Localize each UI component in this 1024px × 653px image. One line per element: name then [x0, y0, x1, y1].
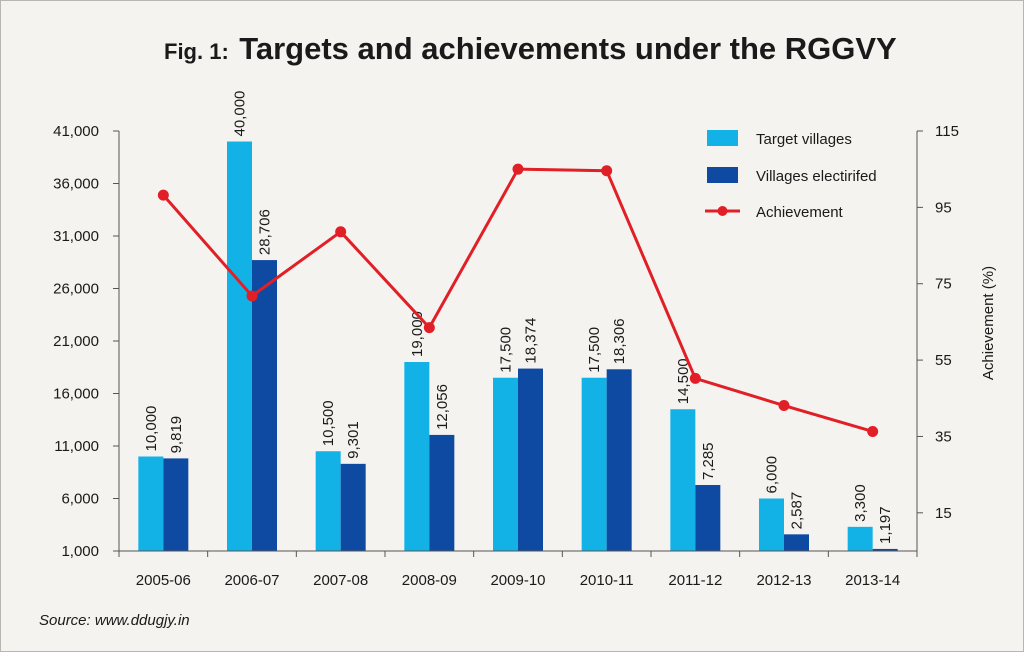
left-tick-label: 31,000: [53, 228, 99, 245]
title-main: Targets and achievements under the RGGVY: [239, 31, 897, 66]
achievement-point: [778, 400, 790, 412]
achievement-line-layer: [157, 163, 879, 437]
data-label-villages-electirifed: 18,374: [523, 318, 540, 364]
right-tick-label: 95: [935, 199, 952, 216]
bar-villages-electirifed: [340, 463, 366, 551]
achievement-point: [157, 189, 169, 201]
legend-marker-achievement: [717, 206, 728, 216]
achievement-point: [601, 165, 613, 177]
achievement-point: [246, 290, 258, 302]
left-tick-label: 6,000: [61, 491, 99, 508]
data-label-villages-electirifed: 18,306: [611, 318, 628, 364]
data-label-villages-electirifed: 1,197: [877, 506, 894, 544]
x-tick-label: 2009-10: [490, 572, 545, 589]
right-tick-label: 15: [935, 505, 952, 522]
legend-label-achievement: Achievement: [756, 204, 844, 221]
left-tick-label: 26,000: [53, 281, 99, 298]
bar-villages-electirifed: [784, 534, 809, 551]
data-label-villages-electirifed: 28,706: [257, 209, 274, 255]
chart-title: Fig. 1: Targets and achievements under t…: [164, 31, 897, 66]
achievement-point: [423, 322, 435, 334]
data-label-villages-electirifed: 9,819: [168, 416, 185, 454]
bars-layer: [138, 141, 898, 551]
x-tick-label: 2007-08: [313, 572, 368, 589]
left-tick-label: 36,000: [53, 176, 99, 193]
data-label-villages-electirifed: 12,056: [434, 384, 451, 430]
data-label-target-villages: 14,500: [675, 358, 692, 404]
left-tick-label: 41,000: [53, 123, 99, 140]
right-tick-label: 35: [935, 428, 952, 445]
data-label-villages-electirifed: 7,285: [700, 442, 717, 480]
data-label-target-villages: 6,000: [764, 456, 781, 494]
legend-swatch-villages-electrified: [707, 167, 738, 183]
x-tick-label: 2005-06: [136, 572, 191, 589]
bar-target-villages: [759, 498, 784, 551]
right-tick-label: 75: [935, 276, 952, 293]
bar-target-villages: [404, 362, 430, 551]
legend: Target villages Villages electirifed Ach…: [705, 130, 877, 221]
legend-label-target-villages: Target villages: [756, 131, 852, 148]
achievement-point: [689, 372, 701, 384]
legend-swatch-target-villages: [707, 130, 738, 146]
left-tick-label: 16,000: [53, 386, 99, 403]
bar-villages-electirifed: [163, 458, 189, 551]
left-tick-label: 21,000: [53, 333, 99, 350]
data-label-target-villages: 10,000: [143, 406, 160, 452]
achievement-point: [335, 226, 347, 238]
bar-villages-electirifed: [695, 485, 721, 551]
data-label-target-villages: 10,500: [320, 400, 337, 446]
bar-target-villages: [138, 456, 164, 551]
bar-villages-electirifed: [872, 548, 898, 551]
bar-villages-electirifed: [429, 434, 455, 551]
bar-target-villages: [670, 409, 696, 551]
x-tick-label: 2010-11: [580, 572, 634, 589]
right-tick-label: 55: [935, 352, 952, 369]
title-prefix: Fig. 1:: [164, 39, 229, 64]
data-label-target-villages: 3,300: [852, 484, 869, 522]
bar-villages-electirifed: [606, 369, 632, 551]
data-label-target-villages: 19,000: [409, 311, 426, 357]
bar-target-villages: [315, 451, 341, 551]
x-tick-label: 2006-07: [224, 572, 279, 589]
achievement-point: [512, 163, 524, 175]
left-tick-label: 1,000: [61, 543, 99, 560]
bar-target-villages: [581, 377, 607, 551]
x-axis-ticks: 2005-06 2006-07 2007-08 2008-09 2009-10 2010-…: [118, 551, 918, 589]
right-tick-label: 115: [935, 123, 959, 140]
left-axis-ticks: 41,000 36,000 31,000 26,000 21,000 16,000 11,0…: [53, 123, 119, 560]
bar-target-villages: [493, 377, 518, 551]
data-label-villages-electirifed: 2,587: [789, 492, 806, 530]
data-label-target-villages: 17,500: [498, 327, 515, 373]
bar-villages-electirifed: [518, 368, 543, 551]
data-label-target-villages: 17,500: [586, 327, 603, 373]
right-axis-ticks: 115 95 75 55 35 15: [917, 123, 959, 522]
x-tick-label: 2012-13: [756, 572, 811, 589]
bar-target-villages: [227, 141, 252, 551]
legend-label-villages-electrified: Villages electirifed: [756, 168, 877, 185]
bar-villages-electirifed: [252, 260, 277, 551]
source-note: Source: www.ddugjy.in: [39, 612, 190, 629]
data-labels-layer: 10,000 40,000 10,500 19,000 17,500 17,500 14,5…: [143, 91, 894, 544]
left-tick-label: 11,000: [54, 438, 99, 455]
x-tick-label: 2013-14: [845, 572, 900, 589]
achievement-point: [867, 425, 879, 437]
x-tick-label: 2008-09: [402, 572, 457, 589]
data-label-target-villages: 40,000: [232, 91, 249, 137]
data-label-villages-electirifed: 9,301: [345, 421, 362, 459]
right-axis-title: Achievement (%): [980, 266, 997, 380]
bar-target-villages: [847, 526, 873, 551]
x-tick-label: 2011-12: [668, 572, 722, 589]
